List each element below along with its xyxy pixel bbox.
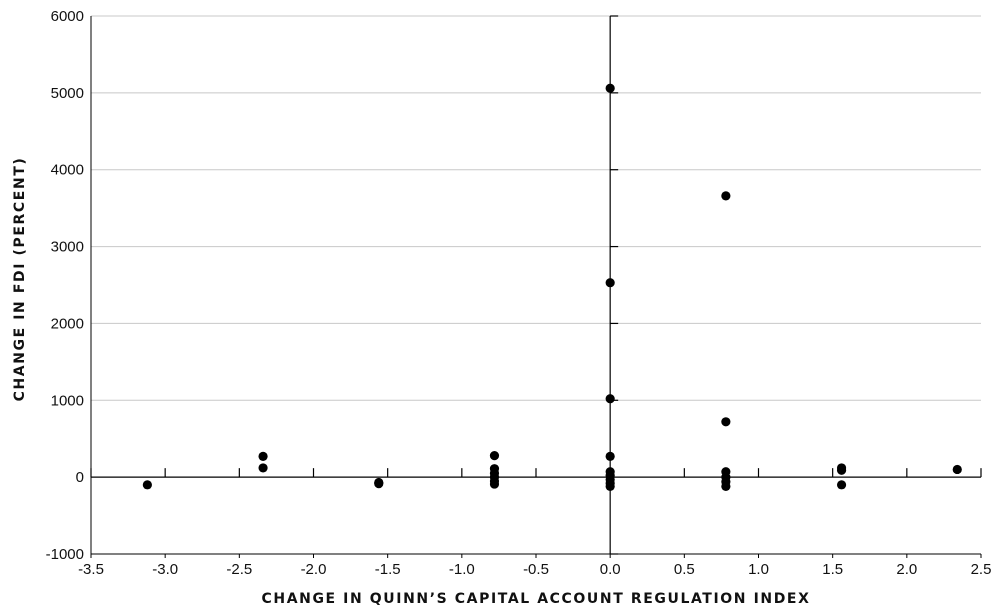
x-tick-label: 0.5 [674, 561, 695, 578]
data-point [489, 479, 500, 489]
x-tick-label: -2.0 [301, 561, 327, 578]
data-point [952, 464, 962, 475]
data-point [142, 480, 152, 490]
data-point [489, 451, 500, 461]
y-tick-label: 5000 [51, 85, 84, 102]
data-point [721, 481, 731, 491]
x-tick-label: -1.0 [449, 561, 475, 578]
x-axis-ticks: -3.5 -3.0 -2.5 -2.0 -1.5 -1.0 -0.5 0.0 0.5 1.0 1.5… [78, 468, 991, 578]
x-axis-title: CHANGE IN QUINN’S CAPITAL ACCOUNT REGULA… [262, 591, 811, 607]
data-point [605, 278, 615, 288]
x-tick-label: 1.5 [822, 561, 843, 578]
x-tick-label: 1.0 [748, 561, 769, 578]
x-tick-label: -2.5 [226, 561, 252, 578]
data-point [836, 465, 847, 475]
data-point [721, 417, 731, 427]
x-tick-label: -0.5 [523, 561, 549, 578]
y-tick-label: 1000 [51, 392, 84, 409]
data-point [605, 481, 615, 491]
x-tick-label: 2.5 [971, 561, 992, 578]
x-tick-label: -1.5 [375, 561, 401, 578]
x-tick-label: 2.0 [896, 561, 917, 578]
x-tick-label: 0.0 [600, 561, 621, 578]
data-point [374, 479, 384, 489]
data-point [836, 480, 847, 490]
data-point [605, 451, 615, 461]
data-point [605, 83, 615, 93]
y-tick-label: 0 [76, 469, 84, 486]
y-tick-label: 4000 [51, 162, 84, 179]
y-axis-ticks: -1000 0 1000 2000 3000 4000 5000 6000 [46, 8, 619, 563]
y-tick-label: -1000 [46, 546, 84, 563]
x-tick-label: -3.0 [152, 561, 178, 578]
y-axis-title: CHANGE IN FDI (PERCENT) [12, 157, 28, 402]
data-point [258, 451, 268, 461]
y-tick-label: 6000 [51, 8, 84, 25]
data-point [258, 463, 268, 473]
data-point [605, 394, 615, 404]
x-tick-label: -3.5 [78, 561, 104, 578]
y-tick-label: 3000 [51, 239, 84, 256]
gridlines [91, 15, 981, 401]
data-point [721, 191, 731, 201]
y-tick-label: 2000 [51, 315, 84, 332]
data-points [142, 83, 962, 491]
